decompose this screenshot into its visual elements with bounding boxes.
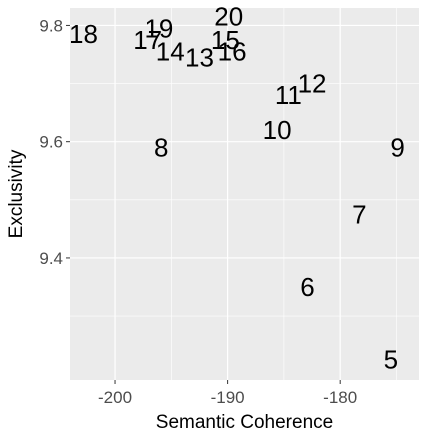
- x-tick-label: -190: [211, 388, 245, 407]
- point-label-13: 13: [185, 42, 214, 72]
- y-tick-label: 9.8: [39, 16, 63, 35]
- point-label-5: 5: [384, 345, 398, 375]
- point-label-17: 17: [133, 25, 162, 55]
- point-label-7: 7: [352, 199, 366, 229]
- point-label-10: 10: [263, 115, 292, 145]
- plot-panel: [70, 8, 419, 380]
- y-axis-title: Exclusivity: [6, 149, 27, 238]
- point-label-16: 16: [218, 37, 247, 67]
- x-tick-label: -200: [98, 388, 132, 407]
- minor-gridlines: [70, 8, 419, 380]
- point-label-9: 9: [390, 133, 404, 163]
- point-label-18: 18: [69, 19, 98, 49]
- point-label-15: 15: [211, 25, 240, 55]
- y-tick-label: 9.6: [39, 133, 63, 152]
- point-label-12: 12: [298, 69, 327, 99]
- x-axis-title: Semantic Coherence: [156, 412, 333, 433]
- point-label-20: 20: [214, 2, 243, 32]
- major-gridlines: [70, 8, 419, 380]
- y-axis-ticks: 9.4 9.6 9.8: [39, 16, 70, 268]
- y-tick-label: 9.4: [39, 249, 63, 268]
- point-label-11: 11: [275, 80, 302, 110]
- point-label-14: 14: [156, 37, 185, 67]
- point-label-19: 19: [144, 13, 173, 43]
- x-tick-label: -180: [323, 388, 357, 407]
- point-label-6: 6: [300, 272, 314, 302]
- x-axis-ticks: -200 -190 -180: [98, 380, 357, 407]
- point-label-8: 8: [154, 133, 168, 163]
